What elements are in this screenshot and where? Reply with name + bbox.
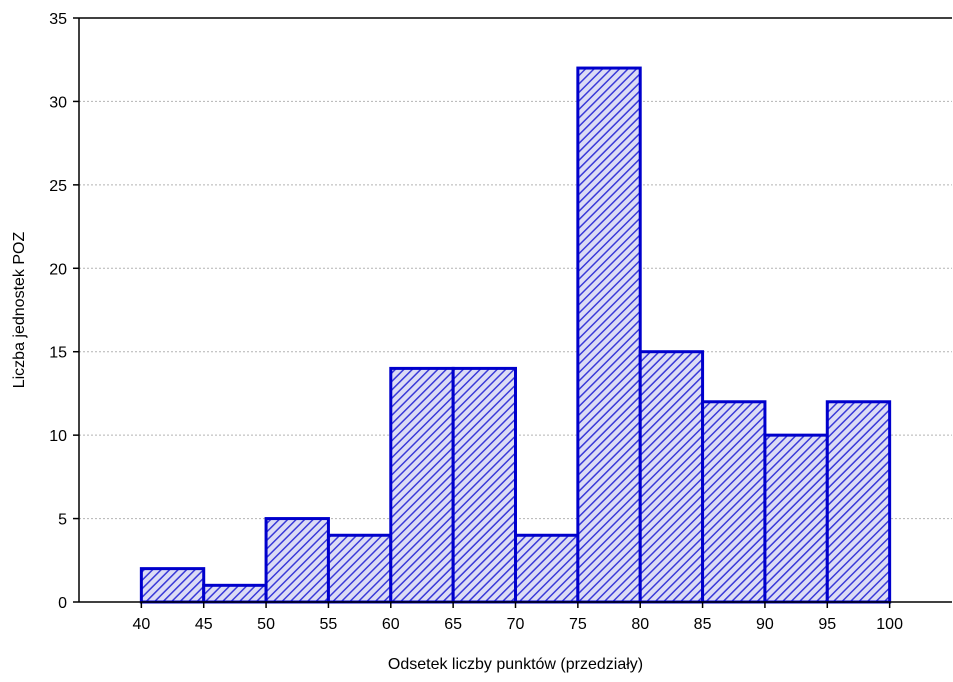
y-tick-label: 35 <box>49 11 67 28</box>
histogram-bar <box>763 433 829 604</box>
x-tick-label: 80 <box>631 616 649 633</box>
y-tick-label: 25 <box>49 178 67 195</box>
histogram-bar <box>576 66 642 604</box>
histogram-bar <box>638 350 705 604</box>
histogram-bar <box>701 400 767 604</box>
x-tick-label: 85 <box>694 616 712 633</box>
histogram-bar <box>139 567 206 604</box>
y-tick-label: 5 <box>58 512 67 529</box>
y-tick-label: 15 <box>49 345 67 362</box>
y-tick-label: 30 <box>49 94 67 111</box>
histogram-bar <box>389 366 455 604</box>
y-tick-label: 0 <box>58 595 67 612</box>
histogram-bar <box>451 366 517 604</box>
x-tick-label: 65 <box>444 616 462 633</box>
histogram-bar <box>202 583 268 604</box>
x-tick-label: 70 <box>507 616 525 633</box>
histogram-bar <box>825 400 892 604</box>
x-axis-title: Odsetek liczby punktów (przedziały) <box>388 656 643 673</box>
histogram-bar <box>514 533 580 604</box>
x-tick-label: 100 <box>876 616 903 633</box>
x-tick-label: 95 <box>818 616 836 633</box>
x-tick-label: 55 <box>320 616 338 633</box>
y-axis-title: Liczba jednostek POZ <box>11 232 28 389</box>
y-tick-label: 20 <box>49 261 67 278</box>
histogram-bar <box>326 533 393 604</box>
x-tick-label: 90 <box>756 616 774 633</box>
x-tick-label: 45 <box>195 616 213 633</box>
ticks: 0 5 10 15 20 25 30 35 40 45 50 55 60 65 70 75 80 85 90 95 10… <box>49 11 903 633</box>
x-tick-label: 75 <box>569 616 587 633</box>
x-tick-label: 60 <box>382 616 400 633</box>
y-tick-label: 10 <box>49 428 67 445</box>
histogram-bar <box>264 517 330 604</box>
x-tick-label: 40 <box>132 616 150 633</box>
x-tick-label: 50 <box>257 616 275 633</box>
bars <box>139 66 892 604</box>
